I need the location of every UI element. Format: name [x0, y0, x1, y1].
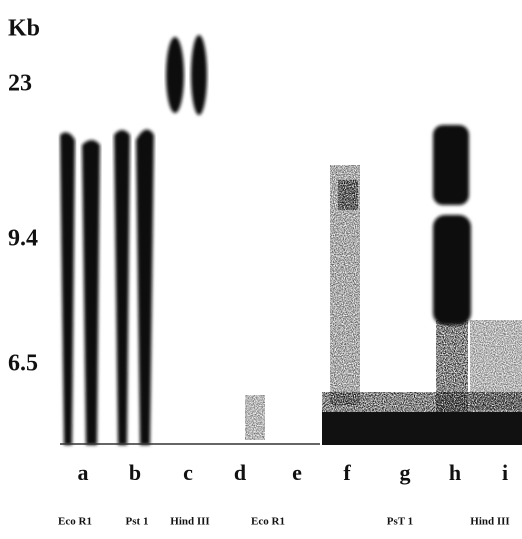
size-marker: 9.4 [8, 226, 38, 252]
enzyme-label: Hind III [170, 516, 209, 528]
lane-label: h [449, 460, 461, 485]
unit-label: Kb [8, 16, 40, 42]
lane-label: e [292, 460, 302, 485]
lane-label: c [183, 460, 193, 485]
lane-label: g [400, 460, 411, 485]
enzyme-label: Pst 1 [126, 516, 149, 528]
size-marker: 6.5 [8, 351, 38, 377]
enzyme-label: Eco R1 [58, 516, 92, 528]
gel [60, 35, 522, 445]
lane-label: f [343, 460, 351, 485]
enzyme-label: PsT 1 [387, 516, 413, 528]
enzyme-label: Eco R1 [251, 516, 285, 528]
size-marker: 23 [8, 71, 32, 97]
lane-label: i [502, 460, 508, 485]
lane-label: b [129, 460, 141, 485]
lane-label: d [234, 460, 246, 485]
enzyme-label: Hind III [470, 516, 509, 528]
lane-label: a [78, 460, 89, 485]
